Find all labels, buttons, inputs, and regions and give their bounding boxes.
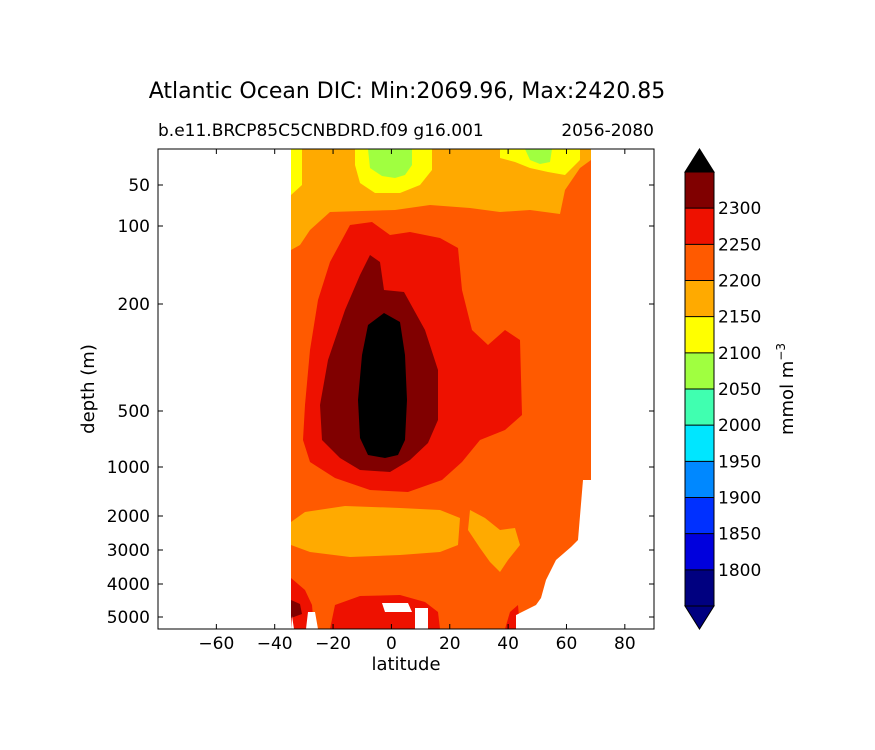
y-tick-label: 3000 bbox=[107, 541, 150, 561]
colorbar-segment bbox=[685, 316, 714, 353]
colorbar-tick-label: 2250 bbox=[718, 235, 761, 255]
colorbar-segment bbox=[685, 172, 714, 209]
x-tick-label: −60 bbox=[198, 634, 234, 654]
bathymetry-mask bbox=[291, 603, 428, 629]
colorbar-tick-label: 1950 bbox=[718, 452, 761, 472]
chart-title: Atlantic Ocean DIC: Min:2069.96, Max:242… bbox=[149, 79, 666, 104]
y-tick-label: 1000 bbox=[107, 458, 150, 478]
colorbar-tick-label: 2000 bbox=[718, 416, 761, 436]
y-tick-label: 500 bbox=[118, 402, 150, 422]
x-tick-label: 60 bbox=[556, 634, 578, 654]
contour-level-2300-2350-bottom bbox=[291, 600, 302, 618]
contour-level-2100-2150-south-edge bbox=[291, 149, 302, 195]
colorbar-segment bbox=[685, 533, 714, 570]
x-tick-label: −20 bbox=[315, 634, 351, 654]
colorbar-extend-min bbox=[684, 605, 715, 630]
colorbar-segment bbox=[685, 352, 714, 389]
colorbar-tick-label: 2100 bbox=[718, 344, 761, 364]
y-ticks: 50 100 200 500 1000 2000 3000 4000 5000 bbox=[107, 176, 654, 628]
y-tick-label: 200 bbox=[118, 295, 150, 315]
colorbar-segment bbox=[685, 389, 714, 426]
y-tick-label: 50 bbox=[128, 176, 150, 196]
contour-plot-area: −60 −40 −20 0 20 40 60 80 50 100 200 500 1000 2000 30… bbox=[107, 148, 655, 654]
colorbar-segment bbox=[685, 497, 714, 534]
colorbar-segment bbox=[685, 461, 714, 498]
colorbar-segment bbox=[685, 569, 714, 606]
y-tick-label: 100 bbox=[118, 217, 150, 237]
y-tick-label: 5000 bbox=[107, 608, 150, 628]
colorbar-label: mmol m−3 bbox=[774, 343, 798, 435]
contour-fill-layers bbox=[291, 149, 591, 629]
contour-level-2050-2100-north bbox=[525, 149, 552, 164]
chart-subtitle-right: 2056-2080 bbox=[561, 121, 654, 141]
y-tick-label: 2000 bbox=[107, 507, 150, 527]
colorbar-tick-label: 1900 bbox=[718, 489, 761, 509]
colorbar-tick-label: 1800 bbox=[718, 561, 761, 581]
y-axis-label: depth (m) bbox=[78, 344, 99, 434]
x-tick-label: 0 bbox=[386, 634, 397, 654]
colorbar-label-text: mmol m bbox=[777, 361, 798, 435]
x-tick-label: 20 bbox=[439, 634, 461, 654]
colorbar-segment bbox=[685, 425, 714, 462]
x-tick-label: 80 bbox=[614, 634, 636, 654]
plot-frame bbox=[157, 148, 655, 630]
colorbar-extend-max bbox=[684, 148, 715, 173]
chart-subtitle-left: b.e11.BRCP85C5CNBDRD.f09 g16.001 bbox=[158, 121, 484, 141]
colorbar-tick-label: 2050 bbox=[718, 380, 761, 400]
colorbar: 1800 1850 1900 1950 2000 2050 2100 2150 2200 2250… bbox=[684, 148, 761, 630]
colorbar-tick-label: 2200 bbox=[718, 272, 761, 292]
colorbar-segment bbox=[685, 280, 714, 317]
colorbar-tick-label: 1850 bbox=[718, 525, 761, 545]
contour-level-2050-2100-surface bbox=[368, 149, 412, 178]
x-axis-label: latitude bbox=[371, 654, 440, 675]
y-tick-label: 4000 bbox=[107, 575, 150, 595]
colorbar-label-superscript: −3 bbox=[774, 343, 788, 361]
contour-level-over-2350 bbox=[358, 313, 407, 458]
contour-level-2150-2200-deep bbox=[291, 506, 460, 557]
colorbar-tick-label: 2150 bbox=[718, 308, 761, 328]
x-ticks: −60 −40 −20 0 20 40 60 80 bbox=[198, 149, 636, 654]
x-tick-label: 40 bbox=[497, 634, 519, 654]
contour-level-2150-2200-deep-north bbox=[468, 510, 520, 572]
colorbar-tick-label: 2300 bbox=[718, 199, 761, 219]
colorbar-segment bbox=[685, 244, 714, 281]
colorbar-segment bbox=[685, 208, 714, 245]
x-tick-label: −40 bbox=[257, 634, 293, 654]
